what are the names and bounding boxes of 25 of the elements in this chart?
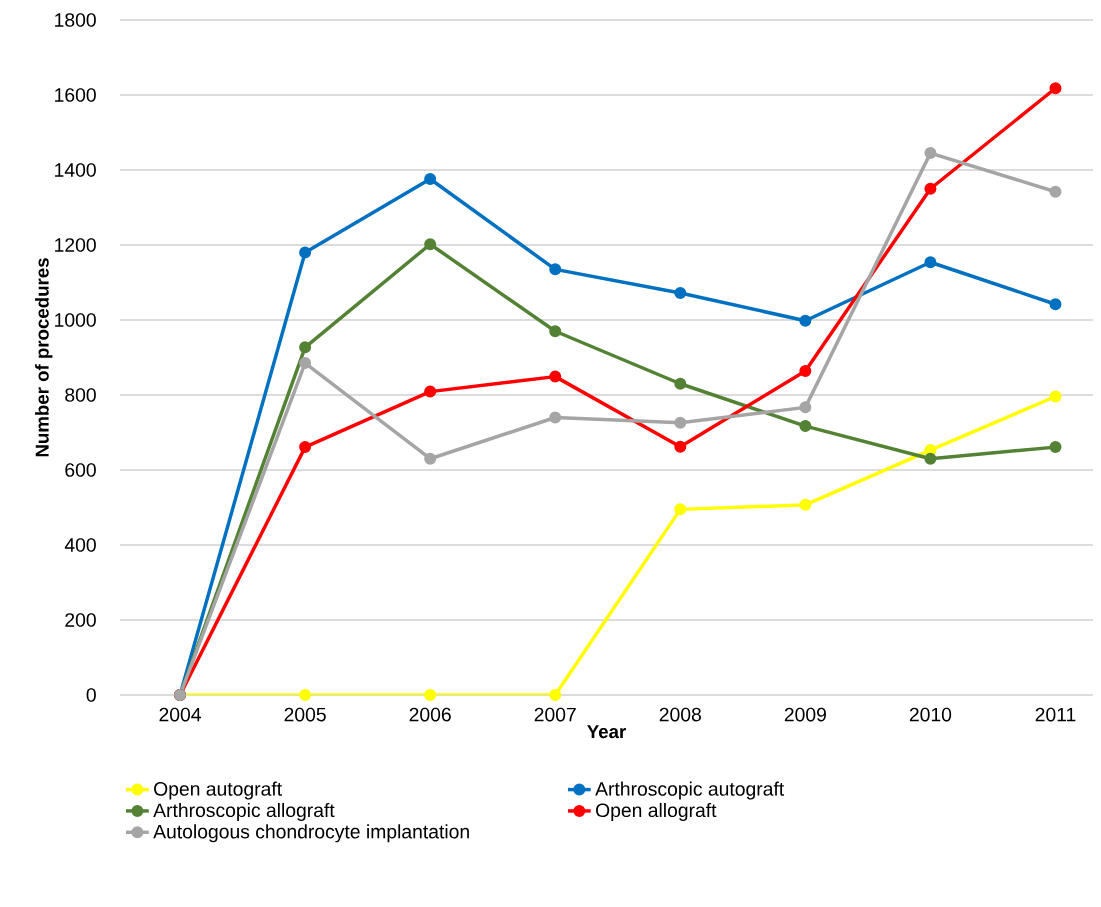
- y-tick-label: 600: [65, 463, 96, 477]
- x-axis-title: Year: [587, 725, 626, 739]
- y-axis-title: Number of procedures: [35, 258, 53, 457]
- x-tick-label: 2005: [284, 707, 326, 722]
- legend-label: Open allograft: [596, 802, 717, 821]
- x-tick-label: 2009: [784, 707, 826, 722]
- y-tick-label: 0: [86, 688, 96, 702]
- y-tick-label: 1200: [55, 238, 96, 252]
- y-tick-label: 1800: [55, 13, 96, 27]
- legend-label: Open autograft: [154, 781, 282, 800]
- x-tick-label: 2004: [159, 707, 201, 722]
- x-tick-label: 2008: [659, 707, 701, 722]
- x-tick-label: 2006: [409, 707, 451, 722]
- x-tick-label: 2007: [534, 707, 576, 722]
- legend-label: Arthroscopic autograft: [595, 781, 785, 800]
- y-tick-label: 1600: [55, 88, 96, 102]
- y-tick-label: 1000: [55, 313, 96, 327]
- y-tick-label: 800: [65, 388, 96, 402]
- legend-label: Arthroscopic allograft: [153, 802, 335, 821]
- y-tick-label: 200: [65, 613, 96, 627]
- y-tick-label: 1400: [55, 163, 96, 177]
- x-tick-label: 2010: [909, 707, 952, 722]
- legend-label: Autologous chondrocyte implantation: [153, 824, 469, 843]
- x-tick-label: 2011: [1035, 707, 1076, 722]
- y-tick-label: 400: [64, 538, 96, 552]
